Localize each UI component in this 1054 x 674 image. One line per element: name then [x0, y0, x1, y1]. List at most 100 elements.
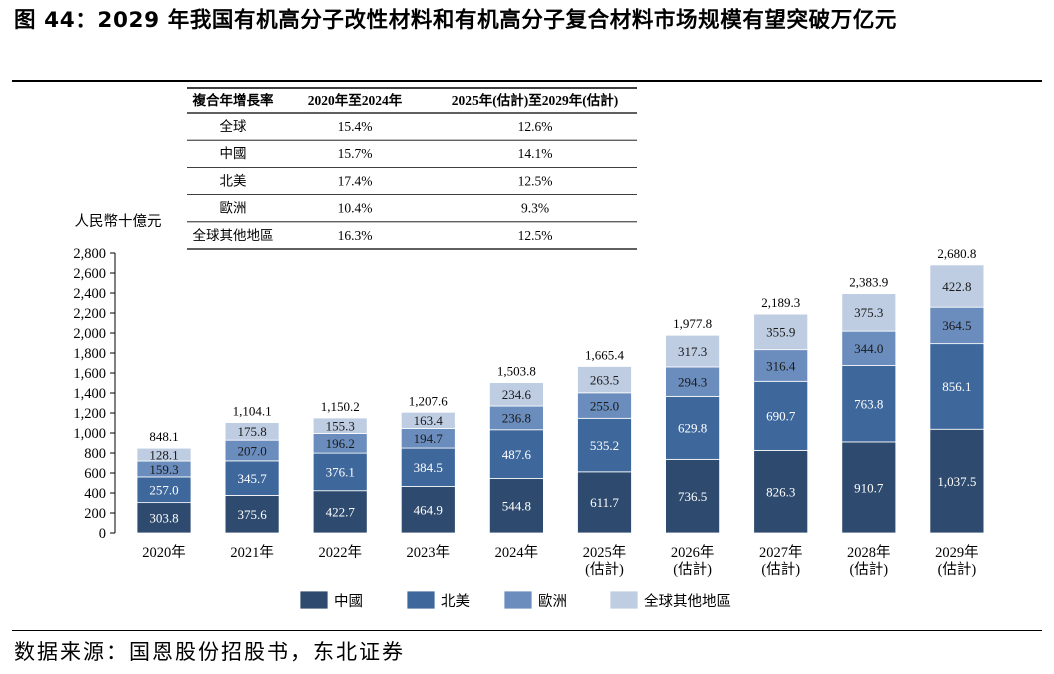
bar-segment-4: [136, 447, 192, 462]
bar-total-label: 848.1: [149, 429, 178, 444]
bar-value-label: 345.7: [237, 471, 267, 486]
x-tick-label: 2023年: [407, 544, 451, 561]
bar-value-label: 910.7: [854, 480, 884, 495]
legend-label: 歐洲: [538, 593, 567, 610]
source-rule: [12, 630, 1042, 631]
y-tick-label: 1,600: [73, 366, 106, 382]
bar-segment-4: [753, 313, 809, 351]
bar-value-label: 234.6: [502, 387, 532, 402]
bar-value-label: 384.5: [414, 460, 443, 475]
bar-value-label: 826.3: [766, 484, 795, 499]
y-tick-label: 1,800: [73, 346, 106, 362]
bar-segment-2: [753, 380, 809, 451]
bar-segment-4: [312, 417, 368, 434]
bar-total-label: 1,665.4: [585, 347, 625, 362]
bar-segment-3: [841, 330, 897, 366]
x-tick-label: (估計): [849, 561, 888, 578]
bar-segment-1: [929, 428, 985, 534]
bar-segment-2: [841, 365, 897, 443]
bar-value-label: 487.6: [502, 447, 532, 462]
x-tick-label: 2025年: [583, 544, 627, 561]
legend-swatch: [503, 590, 533, 610]
table-cell: 10.4%: [338, 201, 373, 216]
bar-segment-4: [665, 334, 720, 368]
bar-segment-3: [665, 366, 720, 397]
bar-value-label: 294.3: [678, 374, 707, 389]
bar-value-label: 611.7: [590, 495, 619, 510]
x-tick-label: 2028年: [847, 544, 891, 561]
bar-segment-4: [224, 422, 280, 441]
chart-legend: 中國 北美 歐洲 全球其他地區: [299, 590, 731, 610]
bar-value-label: 207.0: [237, 443, 266, 458]
bar-segment-4: [929, 264, 985, 308]
table-cell: 歐洲: [220, 201, 247, 216]
y-tick-label: 1,000: [73, 426, 106, 442]
bar-segment-3: [753, 349, 809, 382]
bar-value-label: 344.0: [854, 341, 883, 356]
bar-segment-2: [400, 447, 456, 487]
bar-value-label: 736.5: [678, 489, 707, 504]
y-tick-label: 0: [99, 526, 106, 542]
table-header-cell: 2025年(估計)至2029年(估計): [452, 92, 618, 108]
y-tick-label: 2,000: [73, 326, 106, 342]
bar-segment-1: [136, 502, 192, 534]
bar-value-label: 464.9: [414, 503, 443, 518]
table-cell: 12.6%: [518, 119, 553, 134]
bar-value-label: 1,037.5: [937, 474, 976, 489]
legend-label: 北美: [441, 593, 470, 610]
y-tick-label: 400: [84, 486, 106, 502]
bar-value-label: 375.3: [854, 305, 883, 320]
bar-segment-3: [929, 306, 985, 345]
bar-segment-4: [400, 411, 456, 429]
table-cell: 北美: [220, 173, 247, 188]
bar-value-label: 128.1: [149, 447, 178, 462]
bar-total-label: 1,207.6: [409, 393, 449, 408]
bar-total-label: 2,680.8: [937, 246, 976, 261]
bar-value-label: 375.6: [237, 507, 267, 522]
legend-label: 中國: [334, 593, 363, 610]
bar-value-label: 690.7: [766, 409, 796, 424]
bar-value-label: 236.8: [502, 411, 531, 426]
table-header-cell: 2020年至2024年: [308, 92, 403, 108]
y-tick-label: 200: [84, 506, 106, 522]
bar-segment-2: [488, 429, 544, 479]
bar-segment-1: [753, 449, 809, 534]
bar-value-label: 257.0: [149, 483, 178, 498]
x-tick-label: 2029年: [935, 544, 979, 561]
x-tick-label: 2024年: [495, 544, 539, 561]
y-tick-label: 800: [84, 446, 106, 462]
bar-segment-1: [312, 490, 368, 534]
bar-segment-2: [665, 395, 720, 460]
x-tick-label: 2022年: [318, 544, 362, 561]
bar-segment-4: [577, 366, 632, 394]
table-cell: 全球其他地區: [193, 227, 274, 243]
bar-value-label: 376.1: [326, 465, 355, 480]
x-tick-label: (估計): [673, 561, 712, 578]
bar-value-label: 263.5: [590, 372, 619, 387]
y-tick-label: 2,400: [73, 286, 106, 302]
figure-title: 图 44：2029 年我国有机高分子改性材料和有机高分子复合材料市场规模有望突破…: [14, 8, 898, 33]
x-tick-label: 2020年: [142, 544, 186, 561]
bar-total-label: 1,503.8: [497, 364, 536, 379]
bar-value-label: 364.5: [942, 318, 971, 333]
bar-segment-2: [136, 476, 192, 504]
bar-value-label: 175.8: [237, 424, 266, 439]
x-tick-label: 2021年: [230, 544, 274, 561]
bar-total-label: 2,383.9: [849, 275, 888, 290]
y-axis: 人民幣十億元 0 200 400 600 800 1,000 1,200 1,400 1,600 1…: [73, 213, 161, 542]
x-axis-labels: 2020年 2021年 2022年 2023年 2024年 2025年(估計)2026年(…: [142, 544, 978, 578]
x-tick-label: (估計): [585, 561, 624, 578]
y-axis-label: 人民幣十億元: [75, 213, 162, 230]
bar-segment-2: [577, 417, 632, 473]
bar-value-label: 763.8: [854, 397, 883, 412]
legend-swatch: [299, 590, 329, 610]
y-tick-label: 1,200: [73, 406, 106, 422]
bar-segment-1: [400, 486, 456, 534]
bar-value-label: 422.7: [326, 505, 356, 520]
bar-value-label: 316.4: [766, 358, 796, 373]
y-tick-label: 1,400: [73, 386, 106, 402]
x-tick-label: 2026年: [671, 544, 715, 561]
bar-total-label: 1,977.8: [673, 316, 712, 331]
table-cell: 16.3%: [338, 228, 373, 243]
